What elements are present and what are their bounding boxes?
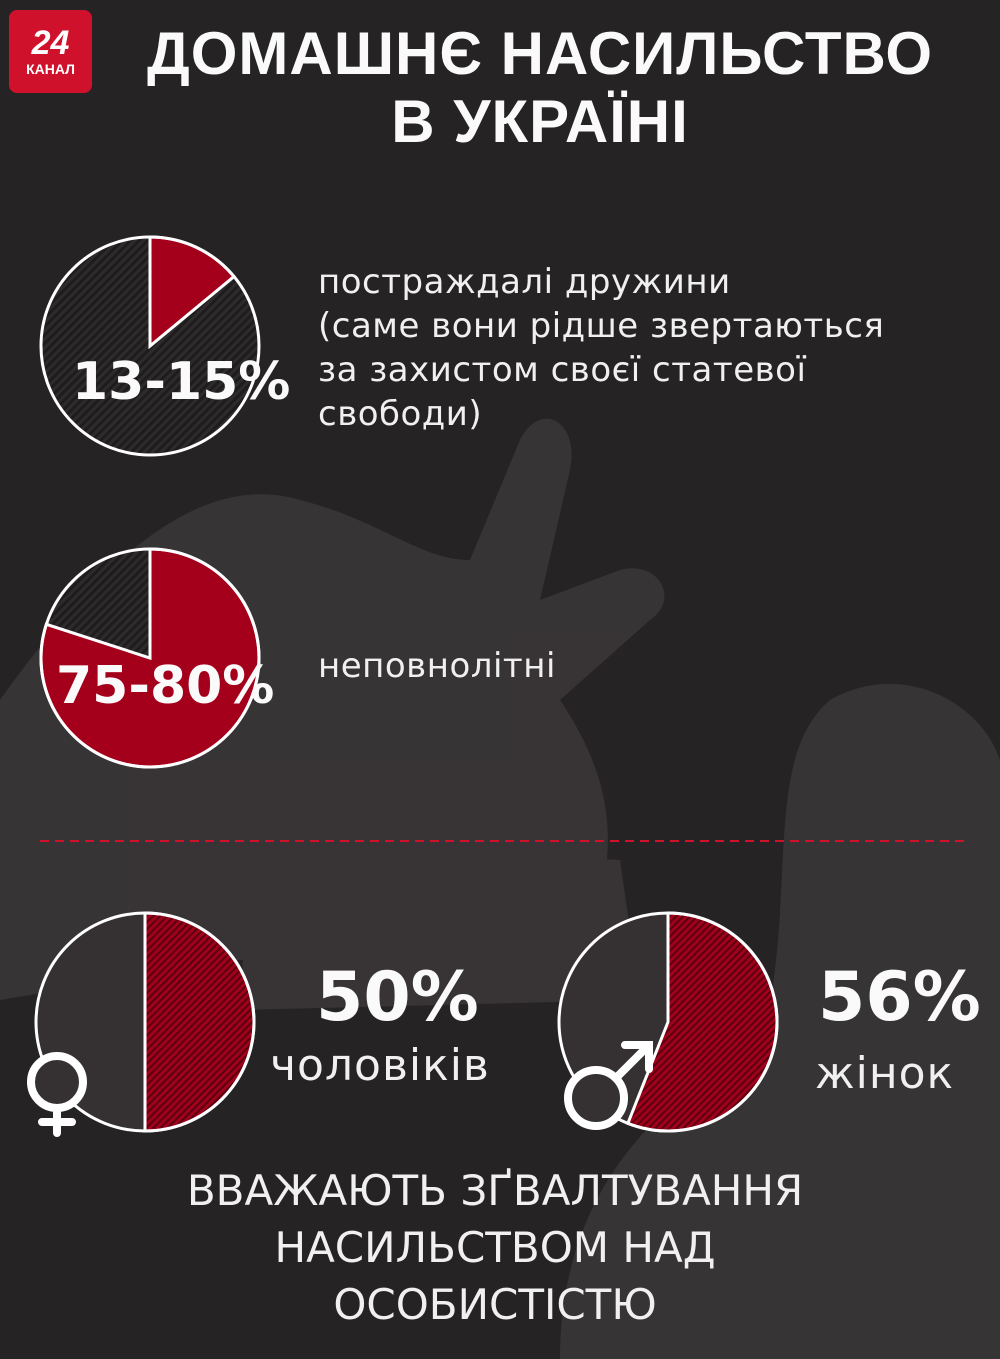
pie-3-outline — [34, 911, 256, 1133]
channel-logo: 24 КАНАЛ — [9, 10, 92, 93]
page-title: ДОМАШНЄ НАСИЛЬСТВО В УКРАЇНІ — [100, 22, 980, 154]
pie-4-value: 56% — [818, 958, 981, 1037]
male-symbol-arrow — [612, 1041, 653, 1082]
footer-line: ОСОБИСТІСТЮ — [333, 1280, 657, 1329]
pie-2-label: 75-80% — [56, 656, 275, 716]
pie-4-group: жінок — [815, 1048, 955, 1099]
male-symbol-icon — [564, 1066, 628, 1130]
description-line: свободи) — [318, 394, 483, 434]
pie-3-value: 50% — [316, 958, 479, 1037]
pie-3-group: чоловіків — [270, 1040, 490, 1091]
title-line-1: ДОМАШНЄ НАСИЛЬСТВО — [146, 20, 934, 87]
pie-1-outline — [39, 235, 261, 457]
description-line: неповнолітні — [318, 646, 556, 686]
pie-2-description: неповнолітні — [318, 644, 556, 688]
footer-text: ВВАЖАЮТЬ ЗҐВАЛТУВАННЯ НАСИЛЬСТВОМ НАД ОС… — [100, 1162, 890, 1333]
footer-line: НАСИЛЬСТВОМ НАД — [274, 1223, 716, 1272]
pie-1-label: 13-15% — [72, 352, 291, 412]
title-line-2: В УКРАЇНІ — [391, 88, 689, 155]
female-symbol-icon — [27, 1052, 87, 1112]
female-symbol-cross — [38, 1104, 76, 1137]
pie-2-outline — [39, 547, 261, 769]
logo-number: 24 — [31, 24, 70, 62]
logo-text: КАНАЛ — [26, 61, 75, 77]
footer-line: ВВАЖАЮТЬ ЗҐВАЛТУВАННЯ — [186, 1166, 804, 1215]
description-line: (саме вони рідше звертаються — [318, 306, 885, 346]
pie-3-value-slice — [143, 911, 256, 1133]
description-line: постраждалі дружини — [318, 262, 731, 302]
pie-1-description: постраждалі дружини (саме вони рідше зве… — [318, 260, 884, 436]
pie-4-outline — [557, 911, 779, 1133]
description-line: за захистом своєї статевої — [318, 350, 807, 390]
